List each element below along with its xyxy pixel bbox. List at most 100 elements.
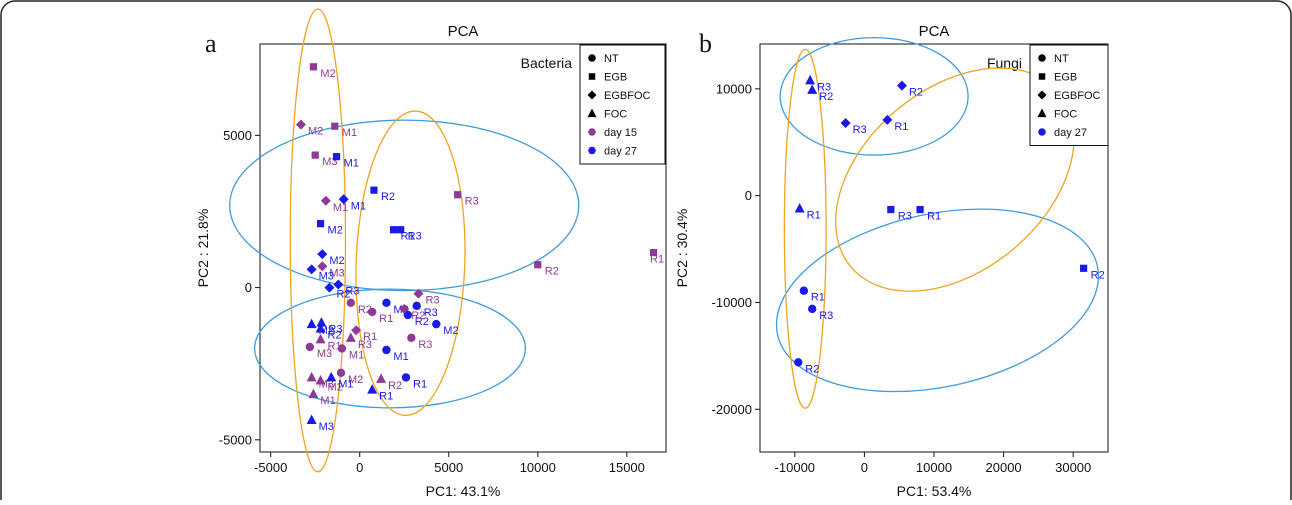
data-point-egbfoc-m1 <box>338 194 349 205</box>
confidence-ellipse <box>783 48 827 409</box>
legend-marker-day-15 <box>588 128 596 136</box>
confidence-ellipse <box>779 36 969 156</box>
point-label: M3 <box>319 270 334 282</box>
legend-item-label: FOC <box>1054 109 1077 121</box>
point-label: R1 <box>363 331 377 343</box>
point-label: R3 <box>817 81 831 93</box>
x-tick-label: 10000 <box>520 460 556 475</box>
legend-item-label: EGB <box>1054 72 1077 84</box>
data-point-nt-m3 <box>382 298 391 308</box>
legend-marker-day-27 <box>1038 128 1046 136</box>
point-label: R3 <box>819 310 833 322</box>
x-tick-label: 5000 <box>434 460 463 475</box>
data-point-nt-r1 <box>367 307 377 317</box>
point-label: M1 <box>320 395 335 407</box>
legend-item-label: day 27 <box>1054 127 1087 139</box>
point-label: M1 <box>351 200 366 212</box>
x-tick-label: 15000 <box>609 460 645 475</box>
data-point-nt-m2 <box>336 368 346 378</box>
legend-item-label: day 15 <box>604 127 637 139</box>
data-point-nt-r2 <box>403 310 412 320</box>
legend-marker-day-27 <box>588 146 596 155</box>
confidence-ellipse <box>229 119 580 292</box>
legend-marker-egb <box>1038 73 1046 80</box>
legend-marker-nt <box>1038 54 1046 62</box>
point-label: R1 <box>328 340 342 352</box>
y-tick-label: -10000 <box>712 295 752 310</box>
point-label: M2 <box>308 126 323 138</box>
point-label: R2 <box>1091 269 1105 281</box>
point-label: M2 <box>348 374 363 386</box>
data-point-egb-m1 <box>332 153 341 161</box>
confidence-ellipses <box>229 8 580 473</box>
legend-marker-nt <box>588 54 596 62</box>
x-axis-label: PC1: 53.4% <box>897 483 972 499</box>
panel-letter: b <box>699 29 712 58</box>
chart-title: PCA <box>919 23 950 40</box>
point-label: R1 <box>401 231 415 243</box>
plot-area <box>259 43 667 453</box>
point-label: M1 <box>338 378 353 390</box>
y-tick-label: 5000 <box>223 128 252 143</box>
dataset-label: Fungi <box>987 55 1022 71</box>
x-tick-label: 0 <box>356 460 363 475</box>
point-label: R2 <box>909 87 923 99</box>
y-tick-label: 0 <box>745 188 752 203</box>
point-label: R3 <box>328 324 342 336</box>
point-label: R1 <box>650 254 664 266</box>
point-label: R3 <box>358 339 372 351</box>
x-tick-label: 30000 <box>1055 460 1091 475</box>
point-label: R1 <box>807 209 821 221</box>
data-point-nt-m1 <box>382 345 391 355</box>
panel-b-fungi: b PCA Fungi PC1: 53.4% PC2 : 30.4% -10000 0 100… <box>674 23 1109 499</box>
point-label: R1 <box>894 121 908 133</box>
data-point-egb-r3 <box>397 226 405 234</box>
data-point-foc-m3 <box>306 371 317 382</box>
legend-box <box>579 44 666 165</box>
point-label: R2 <box>805 363 819 375</box>
point-label: M1 <box>344 158 359 170</box>
point-label: R3 <box>425 295 439 307</box>
point-label: M1 <box>393 351 408 363</box>
legend-item-label: NT <box>1054 53 1069 65</box>
point-label: R2 <box>545 266 559 278</box>
point-label: R1 <box>811 292 825 304</box>
x-tick-label: -5000 <box>254 460 287 475</box>
x-axis-label: PC1: 43.1% <box>426 483 501 499</box>
point-label: M3 <box>319 421 334 433</box>
data-point-egbfoc-m2 <box>295 119 306 130</box>
point-label: R3 <box>424 307 438 319</box>
point-label: R2 <box>388 380 402 392</box>
data-point-egbfoc-r2 <box>896 80 907 91</box>
data-point-nt-m2 <box>432 319 441 329</box>
data-point-egbfoc-r1 <box>882 114 893 125</box>
data-point-foc-m1 <box>308 388 319 399</box>
point-label: R1 <box>379 313 393 325</box>
panel-letter: a <box>205 29 217 58</box>
point-label: R3 <box>408 231 422 243</box>
data-point-egb-r1 <box>916 205 924 214</box>
point-label: R1 <box>413 378 427 390</box>
point-label: M2 <box>328 225 343 237</box>
point-label: R1 <box>927 211 941 223</box>
confidence-ellipse <box>775 208 1100 393</box>
point-label: R2 <box>415 316 429 328</box>
data-points: M3M1M2R2R1R3M3M1R2R3M2R1M2M1M3R3R2R1M1R2… <box>295 63 664 433</box>
point-label: M1 <box>342 127 357 139</box>
data-point-egb-m3 <box>311 151 319 159</box>
data-point-nt-r1 <box>401 373 411 382</box>
y-tick-label: -5000 <box>219 432 252 447</box>
legend-marker-foc <box>1037 108 1047 118</box>
data-point-nt-m1 <box>337 344 347 353</box>
data-point-foc-r3 <box>316 317 327 327</box>
y-axis-label: PC2 : 21.8% <box>195 209 211 288</box>
data-point-egb-m2 <box>316 220 325 228</box>
y-tick-label: 0 <box>245 280 252 295</box>
x-tick-label: 0 <box>861 460 868 475</box>
data-point-foc-r2 <box>807 84 818 94</box>
point-label: M3 <box>329 267 344 279</box>
legend-item-label: EGBFOC <box>1054 90 1101 102</box>
